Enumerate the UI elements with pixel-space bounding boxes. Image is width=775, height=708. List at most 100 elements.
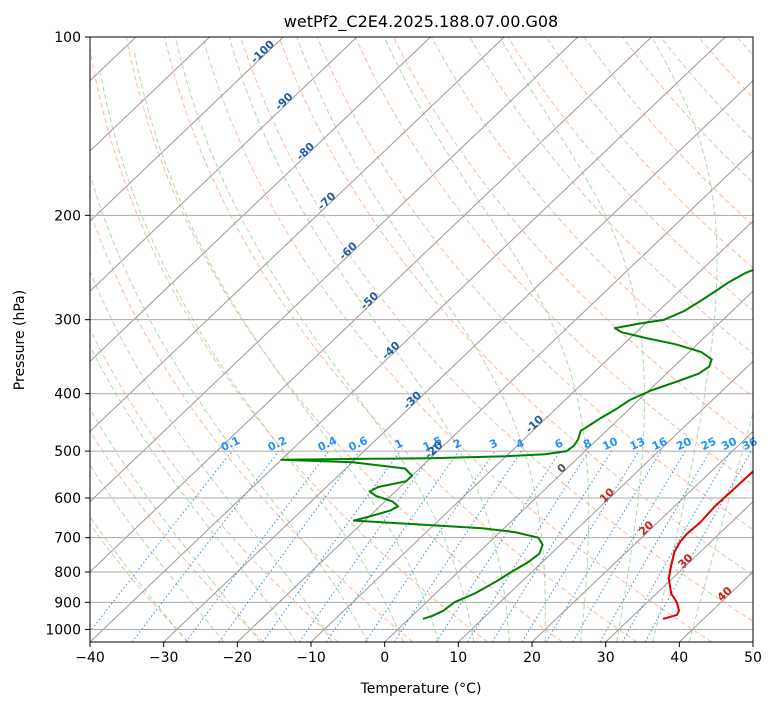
dry-adiabat-line xyxy=(90,211,414,642)
isotherm-label: 20 xyxy=(636,518,656,538)
moist-adiabat-line xyxy=(383,37,590,642)
mixing-ratio-line xyxy=(262,450,401,642)
y-tick-label: 800 xyxy=(54,565,81,581)
isotherm-label: 10 xyxy=(597,485,617,505)
isotherm-label: -100 xyxy=(248,37,277,66)
mixing-ratio-line xyxy=(644,450,752,642)
dry-adiabat-line xyxy=(316,37,753,531)
mixing-ratio-line xyxy=(364,450,496,642)
mixing-ratio-label: 8 xyxy=(581,436,593,451)
isotherm-label: -40 xyxy=(379,339,403,362)
x-tick-label: 0 xyxy=(380,650,389,666)
moist-adiabat-line xyxy=(228,37,510,642)
mixing-ratio-line xyxy=(90,450,233,633)
isotherm-line xyxy=(90,37,505,433)
y-tick-label: 100 xyxy=(54,30,81,46)
mixing-ratio-label: 30 xyxy=(719,435,739,453)
dry-adiabat-line xyxy=(90,328,339,642)
mixing-ratio-line xyxy=(298,450,435,642)
isotherm-line xyxy=(0,37,62,642)
y-tick-label: 500 xyxy=(54,444,81,460)
isotherm-line xyxy=(163,80,753,642)
dry-adiabat-line xyxy=(90,523,190,642)
x-tick-label: 50 xyxy=(744,650,762,666)
x-tick-label: 10 xyxy=(449,650,467,666)
dry-adiabat-line xyxy=(583,37,753,226)
isotherm-label: -90 xyxy=(272,90,296,113)
isotherm-line xyxy=(531,430,753,642)
isotherm-label: -30 xyxy=(401,388,425,411)
mixing-ratio-label: 3 xyxy=(487,436,499,451)
mixing-ratio-line xyxy=(218,450,361,642)
y-tick-label: 1000 xyxy=(45,622,81,638)
isotherm-line xyxy=(457,360,753,642)
isotherm-label: -50 xyxy=(358,289,382,312)
isotherm-line xyxy=(90,37,284,222)
y-axis-label: Pressure (hPa) xyxy=(12,290,28,390)
dry-adiabat-line xyxy=(736,37,753,56)
moist-adiabat-line xyxy=(296,37,546,642)
profile-line xyxy=(662,470,753,620)
moist-adiabat-line xyxy=(688,411,753,642)
mixing-ratio-line xyxy=(325,450,460,642)
isotherm-line xyxy=(90,37,358,292)
x-tick-label: 40 xyxy=(670,650,688,666)
mixing-ratio-label: 13 xyxy=(628,435,647,453)
isotherm-line xyxy=(90,37,726,642)
isotherm-label: 40 xyxy=(715,584,735,604)
x-tick-label: −20 xyxy=(223,650,253,666)
mixing-ratio-line xyxy=(621,450,732,642)
profile-line xyxy=(280,268,753,620)
moist-adiabat-line xyxy=(175,37,475,642)
moist-adiabat-line xyxy=(90,408,261,642)
mixing-ratio-label: 10 xyxy=(601,435,621,453)
y-tick-label: 600 xyxy=(54,491,81,507)
isotherm-line xyxy=(90,37,210,152)
y-tick-label: 300 xyxy=(54,313,81,329)
moist-adiabat-line xyxy=(651,37,718,642)
dry-adiabat-line xyxy=(163,37,638,642)
y-axis-ticks: 100 200 300 400 500 600 700 800 900 1000 xyxy=(45,30,90,638)
isotherm-label: -70 xyxy=(315,189,339,212)
x-tick-label: 30 xyxy=(597,650,615,666)
moist-adiabat-line xyxy=(90,270,333,642)
x-axis-label: Temperature (°C) xyxy=(360,681,482,697)
mixing-ratio-line xyxy=(131,450,280,642)
isotherm-line xyxy=(90,37,652,573)
isotherm-line xyxy=(384,290,753,642)
isotherm-line xyxy=(678,571,753,642)
isotherm-line xyxy=(752,641,753,642)
mixing-ratio-line xyxy=(491,450,613,642)
mixing-ratio-line xyxy=(435,450,561,642)
plot-frame xyxy=(89,36,754,643)
mixing-ratio-label: 2 xyxy=(451,436,463,451)
profile-lines-layer xyxy=(280,268,753,620)
dry-adiabat-line xyxy=(545,37,753,269)
isotherm-label: -60 xyxy=(337,239,361,262)
x-tick-label: −40 xyxy=(75,650,105,666)
mixing-ratio-labels-layer: 0.1 0.2 0.4 0.6 1 1.5 2 3 4 6 8 10 13 16 20 25 30 36 xyxy=(219,434,760,454)
dry-adiabat-line xyxy=(392,37,753,442)
isotherm-line xyxy=(605,500,753,642)
y-tick-label: 700 xyxy=(54,531,81,547)
y-tick-label: 400 xyxy=(54,387,81,403)
dry-adiabat-line xyxy=(202,37,712,642)
x-tick-label: −10 xyxy=(296,650,326,666)
mixing-ratio-label: 6 xyxy=(553,436,566,451)
mixing-ratio-label: 36 xyxy=(740,435,760,453)
moist-adiabat-line xyxy=(90,173,369,642)
mixing-ratio-label: 25 xyxy=(699,435,718,453)
x-tick-label: 20 xyxy=(523,650,541,666)
y-tick-label: 900 xyxy=(54,595,81,611)
y-tick-label: 200 xyxy=(54,208,81,224)
dry-adiabat-line xyxy=(90,429,264,642)
background-lines-layer xyxy=(0,37,753,642)
mixing-ratio-line xyxy=(521,450,640,642)
isotherm-line xyxy=(90,37,579,503)
mixing-ratio-label: 16 xyxy=(650,435,670,453)
x-tick-label: −30 xyxy=(149,650,179,666)
isotherm-label: -10 xyxy=(523,412,547,435)
dry-adiabat-line xyxy=(469,37,753,355)
isotherm-line xyxy=(310,220,753,642)
